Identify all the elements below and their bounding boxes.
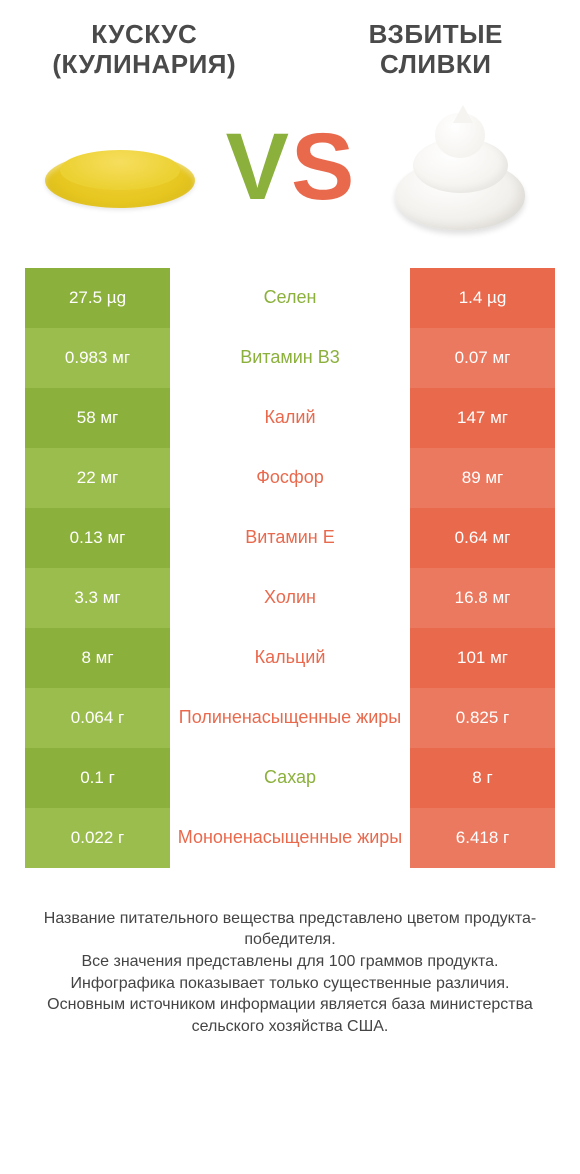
right-value: 89 мг	[410, 448, 555, 508]
left-title: КУСКУС (КУЛИНАРИЯ)	[25, 20, 264, 80]
couscous-icon	[45, 128, 195, 208]
right-value: 101 мг	[410, 628, 555, 688]
table-row: 3.3 мгХолин16.8 мг	[25, 568, 555, 628]
footnote-line: Инфографика показывает только существенн…	[33, 973, 547, 995]
nutrient-label: Калий	[170, 388, 410, 448]
left-value: 0.13 мг	[25, 508, 170, 568]
left-value: 22 мг	[25, 448, 170, 508]
nutrient-label: Кальций	[170, 628, 410, 688]
table-row: 58 мгКалий147 мг	[25, 388, 555, 448]
nutrient-label: Витамин B3	[170, 328, 410, 388]
nutrient-label: Сахар	[170, 748, 410, 808]
left-value: 0.064 г	[25, 688, 170, 748]
nutrient-label: Селен	[170, 268, 410, 328]
left-food-image	[35, 98, 205, 238]
vs-s-letter: S	[291, 120, 354, 215]
nutrient-label: Витамин E	[170, 508, 410, 568]
title-row: КУСКУС (КУЛИНАРИЯ) ВЗБИТЫЕ СЛИВКИ	[25, 20, 555, 80]
vs-label: V S	[226, 120, 355, 215]
table-row: 0.064 гПолиненасыщенные жиры0.825 г	[25, 688, 555, 748]
right-food-image	[375, 98, 545, 238]
vs-v-letter: V	[226, 120, 289, 215]
right-title: ВЗБИТЫЕ СЛИВКИ	[317, 20, 556, 80]
comparison-table: 27.5 µgСелен1.4 µg0.983 мгВитамин B30.07…	[25, 268, 555, 868]
table-row: 0.13 мгВитамин E0.64 мг	[25, 508, 555, 568]
footnote: Название питательного вещества представл…	[25, 908, 555, 1038]
whipped-cream-icon	[385, 98, 535, 238]
images-row: V S	[25, 98, 555, 238]
nutrient-label: Мононенасыщенные жиры	[170, 808, 410, 868]
right-value: 6.418 г	[410, 808, 555, 868]
nutrient-label: Полиненасыщенные жиры	[170, 688, 410, 748]
right-value: 16.8 мг	[410, 568, 555, 628]
left-value: 3.3 мг	[25, 568, 170, 628]
right-value: 0.07 мг	[410, 328, 555, 388]
left-value: 8 мг	[25, 628, 170, 688]
footnote-line: Все значения представлены для 100 граммо…	[33, 951, 547, 973]
table-row: 0.022 гМононенасыщенные жиры6.418 г	[25, 808, 555, 868]
right-value: 0.825 г	[410, 688, 555, 748]
footnote-line: Название питательного вещества представл…	[33, 908, 547, 951]
table-row: 0.983 мгВитамин B30.07 мг	[25, 328, 555, 388]
left-value: 0.022 г	[25, 808, 170, 868]
footnote-line: Основным источником информации является …	[33, 994, 547, 1037]
right-value: 8 г	[410, 748, 555, 808]
left-value: 58 мг	[25, 388, 170, 448]
left-value: 0.983 мг	[25, 328, 170, 388]
table-row: 0.1 гСахар8 г	[25, 748, 555, 808]
left-value: 0.1 г	[25, 748, 170, 808]
table-row: 8 мгКальций101 мг	[25, 628, 555, 688]
nutrient-label: Холин	[170, 568, 410, 628]
left-value: 27.5 µg	[25, 268, 170, 328]
right-value: 1.4 µg	[410, 268, 555, 328]
nutrient-label: Фосфор	[170, 448, 410, 508]
table-row: 22 мгФосфор89 мг	[25, 448, 555, 508]
right-value: 0.64 мг	[410, 508, 555, 568]
right-value: 147 мг	[410, 388, 555, 448]
table-row: 27.5 µgСелен1.4 µg	[25, 268, 555, 328]
